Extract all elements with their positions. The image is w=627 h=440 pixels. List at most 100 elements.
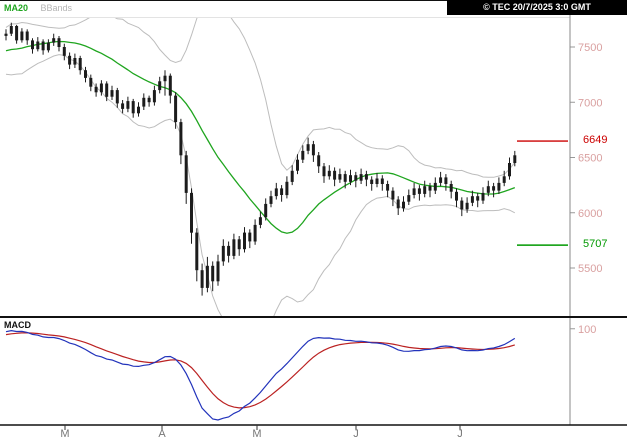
- price-tick-label: 5500: [578, 263, 602, 275]
- candle-body: [62, 47, 66, 56]
- candle-body: [497, 182, 501, 191]
- candle-body: [290, 170, 294, 182]
- price-tick-label: 6500: [578, 153, 602, 165]
- month-label: J: [457, 428, 463, 440]
- price-pane: [5, 18, 516, 316]
- price-tick-label: 7500: [578, 42, 602, 54]
- candle-body: [4, 33, 8, 36]
- candle-body: [280, 188, 284, 195]
- legend-ma20-label: MA20: [4, 3, 29, 13]
- candle-body: [327, 170, 331, 177]
- candle-body: [258, 217, 262, 225]
- candle-body: [455, 191, 458, 201]
- candle-body: [221, 245, 225, 262]
- candle-body: [190, 192, 193, 233]
- candle-body: [269, 196, 273, 204]
- candle-body: [311, 144, 315, 156]
- candle-body: [163, 75, 167, 82]
- candle-body: [73, 58, 77, 65]
- resistance-label: 6649: [583, 134, 608, 147]
- candle-body: [322, 166, 326, 177]
- candle-body: [20, 31, 24, 41]
- candle-body: [205, 265, 209, 288]
- candle-body: [41, 41, 45, 51]
- candle-body: [253, 224, 257, 242]
- month-label: M: [252, 428, 261, 440]
- candle-body: [444, 177, 448, 184]
- candle-body: [57, 38, 61, 47]
- candle-body: [513, 155, 517, 163]
- candle-body: [68, 55, 72, 65]
- candle-body: [349, 175, 352, 182]
- candle-body: [211, 265, 215, 282]
- macd-panel-label: MACD: [4, 320, 31, 330]
- candle-body: [131, 101, 135, 114]
- candle-body: [380, 178, 384, 184]
- candle-body: [137, 106, 140, 114]
- candle-body: [52, 38, 56, 43]
- ma20-line: [5, 40, 516, 234]
- candle-body: [359, 174, 363, 181]
- candle-body: [285, 181, 289, 196]
- copyright-banner: © TEC 20/7/2025 3:0 GMT: [447, 0, 627, 15]
- candle-body: [407, 195, 411, 202]
- candle-body: [423, 186, 427, 194]
- month-label: M: [60, 428, 69, 440]
- candle-body: [354, 175, 358, 181]
- candle-body: [179, 122, 183, 156]
- candle-body: [121, 103, 125, 109]
- candle-body: [333, 170, 337, 180]
- candle-body: [274, 188, 278, 197]
- candle-body: [301, 150, 305, 160]
- candle-body: [248, 232, 252, 242]
- candles: [4, 22, 517, 296]
- candle-body: [343, 174, 347, 182]
- bollinger-upper-line: [5, 18, 516, 178]
- candle-body: [402, 201, 405, 209]
- candle-body: [492, 186, 496, 191]
- candle-body: [433, 182, 437, 191]
- candle-body: [84, 70, 87, 78]
- candle-body: [481, 192, 485, 201]
- candle-body: [25, 31, 29, 41]
- candle-body: [306, 144, 310, 151]
- candle-body: [264, 203, 268, 218]
- candle-body: [168, 75, 172, 96]
- support-label: 5707: [583, 238, 608, 251]
- candle-body: [152, 90, 156, 103]
- candle-body: [375, 178, 379, 184]
- candle-body: [216, 261, 220, 282]
- candle-body: [317, 155, 321, 167]
- candle-body: [396, 199, 400, 209]
- candle-body: [195, 232, 199, 271]
- candle-body: [338, 174, 342, 180]
- legend: MA20 BBands: [4, 3, 72, 13]
- candle-body: [36, 41, 40, 50]
- price-tick-label: 7000: [578, 97, 602, 109]
- candle-body: [449, 184, 453, 192]
- candle-body: [232, 239, 236, 256]
- bollinger-lower-line: [5, 54, 516, 316]
- candle-body: [105, 83, 109, 97]
- candle-body: [9, 26, 13, 34]
- month-label: A: [158, 428, 166, 440]
- candle-body: [417, 188, 421, 194]
- candle-body: [476, 196, 480, 201]
- candle-body: [296, 159, 299, 171]
- candle-body: [428, 186, 432, 191]
- candle-body: [364, 174, 368, 180]
- macd-tick-label: 100: [578, 324, 596, 336]
- candle-body: [147, 97, 151, 103]
- candle-body: [465, 202, 469, 210]
- candle-body: [227, 245, 231, 256]
- candle-body: [460, 200, 464, 210]
- candle-body: [94, 86, 98, 93]
- candle-body: [200, 270, 204, 288]
- candle-body: [142, 97, 146, 107]
- month-label: J: [353, 428, 359, 440]
- macd-signal-line: [5, 332, 515, 409]
- macd-pane: [5, 329, 516, 421]
- candle-body: [486, 186, 490, 193]
- candle-body: [89, 77, 93, 87]
